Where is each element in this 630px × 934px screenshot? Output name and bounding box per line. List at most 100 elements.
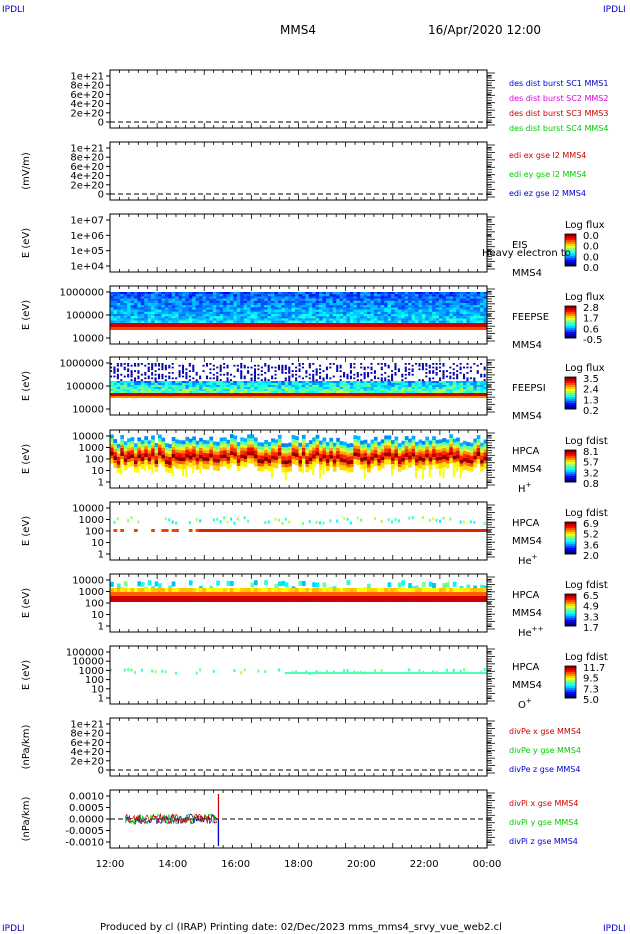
heatmap-cell [415,454,419,459]
heatmap-cell [387,442,392,446]
heatmap-cell [387,294,392,297]
heatmap-cell [373,449,378,454]
heatmap-cell [253,447,258,451]
heatmap-cell [274,370,277,372]
heatmap-cell [291,370,294,372]
heatmap-cell [133,391,138,394]
heatmap-cell [240,370,243,372]
heatmap-cell [360,307,364,310]
colorbar-swatch [565,401,576,404]
heatmap-cell [346,305,351,308]
colorbar-swatch [565,534,576,537]
heatmap-cell [332,588,337,592]
heatmap-cell [325,373,328,376]
heatmap-cell [151,366,154,369]
heatmap-cell [353,529,358,532]
heatmap-cell [408,383,412,386]
heatmap-cell [459,320,464,323]
heatmap-cell [236,529,241,532]
heatmap-cell [308,520,311,524]
heatmap-cell [329,300,334,304]
heatmap-cell [322,582,327,588]
heatmap-cell [301,387,306,390]
heatmap-cell [199,387,203,390]
heatmap-cell [391,440,395,445]
colorbar-swatch [565,256,576,259]
heatmap-cell [408,307,412,310]
heatmap-cell [137,320,142,323]
heatmap-cell [113,320,118,323]
heatmap-cell [199,441,203,445]
heatmap-cell [401,387,406,390]
heatmap-cell [332,391,337,394]
colorbar-swatch [565,236,576,239]
heatmap-cell [404,368,407,371]
heatmap-cell [442,309,447,312]
heatmap-cell [432,314,436,317]
heatmap-cell [175,391,179,394]
heatmap-cell [349,316,354,319]
heatmap-cell [144,318,148,321]
heatmap-cell [411,391,416,394]
heatmap-cell [469,463,474,467]
heatmap-cell [343,529,347,532]
heatmap-cell [223,461,227,467]
heatmap-cell [452,445,457,449]
heatmap-cell [346,450,351,454]
heatmap-cell [305,460,310,465]
heatmap-cell [185,314,190,317]
heatmap-cell [404,296,409,299]
heatmap-cell [219,316,224,319]
heatmap-cell [127,314,131,317]
heatmap-cell [185,305,190,308]
heatmap-cell [329,447,334,451]
heatmap-cell [181,316,186,319]
heatmap-cell [229,444,234,448]
colorbar-swatch [565,332,576,335]
heatmap-cell [281,309,286,312]
heatmap-cell [247,370,250,372]
heatmap-cell [216,298,220,301]
heatmap-cell [181,368,185,371]
heatmap-cell [281,320,286,323]
heatmap-cell [288,368,291,371]
heatmap-cell [469,389,474,392]
heatmap-cell [377,298,382,301]
heatmap-cell [418,305,423,308]
heatmap-cell [391,457,395,462]
heatmap-cell [298,596,303,602]
heatmap-cell [157,438,162,442]
heatmap-cell [247,318,251,321]
heatmap-cell [435,385,440,388]
colorbar-swatch [565,397,576,400]
heatmap-cell [247,451,251,456]
heatmap-cell [151,387,155,390]
heatmap-cell [439,385,443,388]
heatmap-cell [288,387,292,390]
heatmap-cell [281,370,284,372]
heatmap-cell [332,529,337,532]
heatmap-cell [466,446,471,450]
heatmap-cell [469,307,474,310]
legend-entry: des dist burst SC4 MMS4 [509,124,608,133]
heatmap-cell [449,292,454,295]
heatmap-cell [116,307,121,310]
heatmap-cell [188,438,193,443]
heatmap-cell [277,441,282,445]
heatmap-cell [397,370,400,372]
colorbar-swatch [565,466,576,469]
heatmap-cell [116,456,121,461]
heatmap-cell [291,292,296,295]
heatmap-cell [168,460,172,465]
heatmap-cell [226,452,231,457]
heatmap-cell [325,465,330,471]
heatmap-cell [288,316,292,319]
heatmap-cell [178,294,183,297]
heatmap-cell [116,443,121,448]
heatmap-cell [236,305,241,308]
heatmap-cell [113,381,118,384]
heatmap-cell [199,375,202,378]
heatmap-cell [421,387,426,390]
heatmap-cell [271,462,275,468]
heatmap-cell [216,448,220,452]
